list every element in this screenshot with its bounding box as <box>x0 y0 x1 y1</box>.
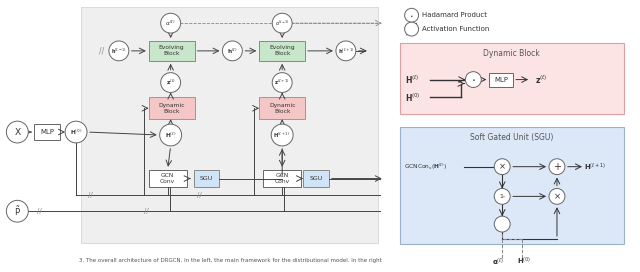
Text: $\times$: $\times$ <box>499 162 506 171</box>
Text: Dynamic
Block: Dynamic Block <box>158 103 185 114</box>
Text: //: // <box>197 192 202 198</box>
Bar <box>303 170 329 187</box>
Text: //: // <box>37 208 42 214</box>
Text: Dynamic Block: Dynamic Block <box>483 49 540 58</box>
Circle shape <box>223 41 243 61</box>
Text: $\mathbf{z}^{(\ell)}$: $\mathbf{z}^{(\ell)}$ <box>166 78 175 87</box>
Circle shape <box>549 188 565 204</box>
Bar <box>399 127 623 244</box>
Bar <box>35 124 60 140</box>
Circle shape <box>272 73 292 92</box>
Text: Soft Gated Unit (SGU): Soft Gated Unit (SGU) <box>470 134 554 143</box>
Circle shape <box>6 121 28 143</box>
Text: +: + <box>553 162 561 172</box>
Text: X: X <box>14 128 20 137</box>
Text: $\mathbf{h}^{(\ell-1)}$: $\mathbf{h}^{(\ell-1)}$ <box>111 46 127 55</box>
Bar <box>259 41 305 61</box>
Text: $\tilde{\mathrm{P}}$: $\tilde{\mathrm{P}}$ <box>14 204 21 218</box>
Circle shape <box>272 13 292 33</box>
Text: $\alpha^{(\ell)}$: $\alpha^{(\ell)}$ <box>165 18 176 28</box>
Bar <box>148 170 187 187</box>
Circle shape <box>494 216 510 232</box>
Text: //: // <box>88 192 92 198</box>
Text: $\mathbf{H}^{(0)}$: $\mathbf{H}^{(0)}$ <box>517 256 531 267</box>
Text: $\mathbf{z}^{(\ell+1)}$: $\mathbf{z}^{(\ell+1)}$ <box>274 78 290 87</box>
Circle shape <box>161 73 180 92</box>
Bar <box>259 97 305 119</box>
Text: $\times$: $\times$ <box>553 192 561 201</box>
Text: Dynamic
Block: Dynamic Block <box>269 103 296 114</box>
Text: //: // <box>145 208 149 214</box>
Circle shape <box>271 124 293 146</box>
Bar <box>263 170 301 187</box>
Circle shape <box>404 22 419 36</box>
Text: 1-: 1- <box>499 194 505 199</box>
Circle shape <box>494 188 510 204</box>
Circle shape <box>160 124 182 146</box>
Circle shape <box>465 72 481 88</box>
Text: Evolving
Block: Evolving Block <box>159 45 184 56</box>
Text: 3. The overall architecture of DRGCN. In the left, the main framework for the di: 3. The overall architecture of DRGCN. In… <box>79 258 382 263</box>
Text: $\cdot$: $\cdot$ <box>410 10 414 20</box>
Circle shape <box>549 159 565 175</box>
Circle shape <box>6 200 28 222</box>
Text: $\mathbf{z}^{(\ell)}$: $\mathbf{z}^{(\ell)}$ <box>535 73 547 86</box>
Bar <box>148 97 195 119</box>
Circle shape <box>65 121 87 143</box>
Circle shape <box>336 41 356 61</box>
Text: $\mathbf{h}^{(\ell)}$: $\mathbf{h}^{(\ell)}$ <box>227 46 238 56</box>
Text: $\mathbf{H}^{(\ell)}$: $\mathbf{H}^{(\ell)}$ <box>165 130 177 140</box>
Text: //: // <box>99 47 104 55</box>
Circle shape <box>404 8 419 22</box>
Text: SGU: SGU <box>200 176 213 181</box>
Bar <box>148 41 195 61</box>
Text: $\cdot$: $\cdot$ <box>471 73 476 86</box>
Text: GCN
Conv: GCN Conv <box>275 173 290 184</box>
Text: Activation Function: Activation Function <box>422 26 489 32</box>
Circle shape <box>109 41 129 61</box>
Text: $\mathbf{H}^{(0)}$: $\mathbf{H}^{(0)}$ <box>70 127 83 137</box>
Text: SGU: SGU <box>309 176 323 181</box>
Text: $\mathbf{h}^{(\ell+1)}$: $\mathbf{h}^{(\ell+1)}$ <box>337 46 354 55</box>
Circle shape <box>161 13 180 33</box>
Text: MLP: MLP <box>494 77 508 83</box>
Text: $\mathbf{H}^{(\ell+1)}$: $\mathbf{H}^{(\ell+1)}$ <box>273 130 291 140</box>
Bar <box>193 170 220 187</box>
Text: $\mathbf{H}^{(\ell)}$: $\mathbf{H}^{(\ell)}$ <box>404 73 419 86</box>
Text: $\mathbf{\alpha}^{(\ell)}$: $\mathbf{\alpha}^{(\ell)}$ <box>492 256 504 267</box>
Text: MLP: MLP <box>40 129 54 135</box>
Bar <box>489 73 513 86</box>
Text: $\mathbf{H}^{(0)}$: $\mathbf{H}^{(0)}$ <box>404 91 420 104</box>
Text: Evolving
Block: Evolving Block <box>269 45 295 56</box>
Bar <box>81 7 378 243</box>
Text: $\mathbf{H}^{(\ell+1)}$: $\mathbf{H}^{(\ell+1)}$ <box>584 161 606 172</box>
Text: GCN
Conv: GCN Conv <box>160 173 175 184</box>
Bar <box>399 43 623 114</box>
Text: GCNCon$_{\rm v}$($\mathbf{H}^{(\ell)}$): GCNCon$_{\rm v}$($\mathbf{H}^{(\ell)}$) <box>404 161 447 172</box>
Circle shape <box>494 159 510 175</box>
Text: $\alpha^{(\ell\!-\!1)}$: $\alpha^{(\ell\!-\!1)}$ <box>275 18 289 28</box>
Text: Hadamard Product: Hadamard Product <box>422 12 486 18</box>
